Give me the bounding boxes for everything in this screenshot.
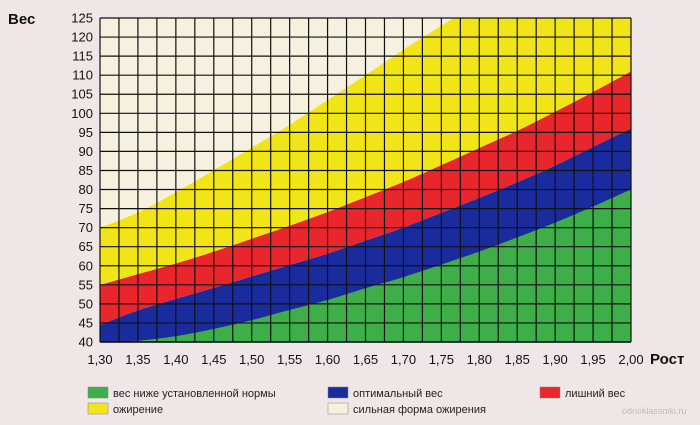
x-axis-label: Рост	[650, 351, 684, 368]
y-tick-label: 90	[79, 144, 93, 159]
legend: вес ниже установленной нормы оптимальный …	[87, 386, 626, 416]
x-tick-label: 1,35	[125, 352, 150, 367]
legend-swatch	[539, 386, 561, 399]
x-tick-label: 1,50	[239, 352, 264, 367]
x-tick-label: 1,85	[505, 352, 530, 367]
y-tick-label: 50	[79, 296, 93, 311]
y-tick-label: 70	[79, 220, 93, 235]
y-tick-label: 85	[79, 163, 93, 178]
y-tick-label: 75	[79, 201, 93, 216]
y-tick-label: 40	[79, 335, 93, 350]
legend-label: лишний вес	[565, 388, 626, 400]
x-tick-label: 1,30	[87, 352, 112, 367]
y-tick-label: 110	[72, 68, 93, 83]
grid-layer	[99, 17, 632, 343]
legend-swatch	[87, 386, 109, 399]
x-tick-label: 1,40	[163, 352, 188, 367]
x-tick-label: 1,45	[201, 352, 226, 367]
x-tick-label: 1,65	[353, 352, 378, 367]
x-tick-label: 1,75	[429, 352, 454, 367]
y-tick-label: 115	[72, 49, 93, 64]
y-tick-label: 100	[71, 106, 93, 121]
legend-swatch	[327, 386, 349, 399]
y-tick-label: 60	[79, 258, 93, 273]
y-tick-label: 120	[71, 30, 93, 45]
x-tick-label: 1,80	[467, 352, 492, 367]
legend-label: сильная форма ожирения	[353, 404, 486, 416]
legend-label: ожирение	[113, 404, 163, 416]
y-tick-label: 95	[79, 125, 93, 140]
x-tick-label: 1,55	[277, 352, 302, 367]
y-tick-label: 45	[79, 315, 93, 330]
legend-swatch	[87, 402, 109, 415]
legend-label: вес ниже установленной нормы	[113, 388, 276, 400]
x-tick-label: 1,90	[542, 352, 567, 367]
legend-swatch	[327, 402, 349, 415]
legend-label: оптимальный вес	[353, 388, 443, 400]
x-tick-label: 1,70	[391, 352, 416, 367]
y-tick-label: 65	[79, 239, 93, 254]
y-tick-label: 105	[71, 87, 93, 102]
y-tick-label: 80	[79, 182, 93, 197]
y-axis-label: Вес	[8, 11, 35, 28]
y-tick-label: 125	[71, 11, 93, 26]
y-tick-label: 55	[79, 277, 93, 292]
x-tick-label: 1,95	[580, 352, 605, 367]
watermark: odnoklassniki.ru	[622, 406, 687, 416]
x-tick-label: 1,60	[315, 352, 340, 367]
x-tick-label: 2,00	[618, 352, 643, 367]
ticks-layer: 40 45 50 55 60 65 70 75 80 85 90 95 100 105 110 115 120 1…	[71, 11, 643, 368]
